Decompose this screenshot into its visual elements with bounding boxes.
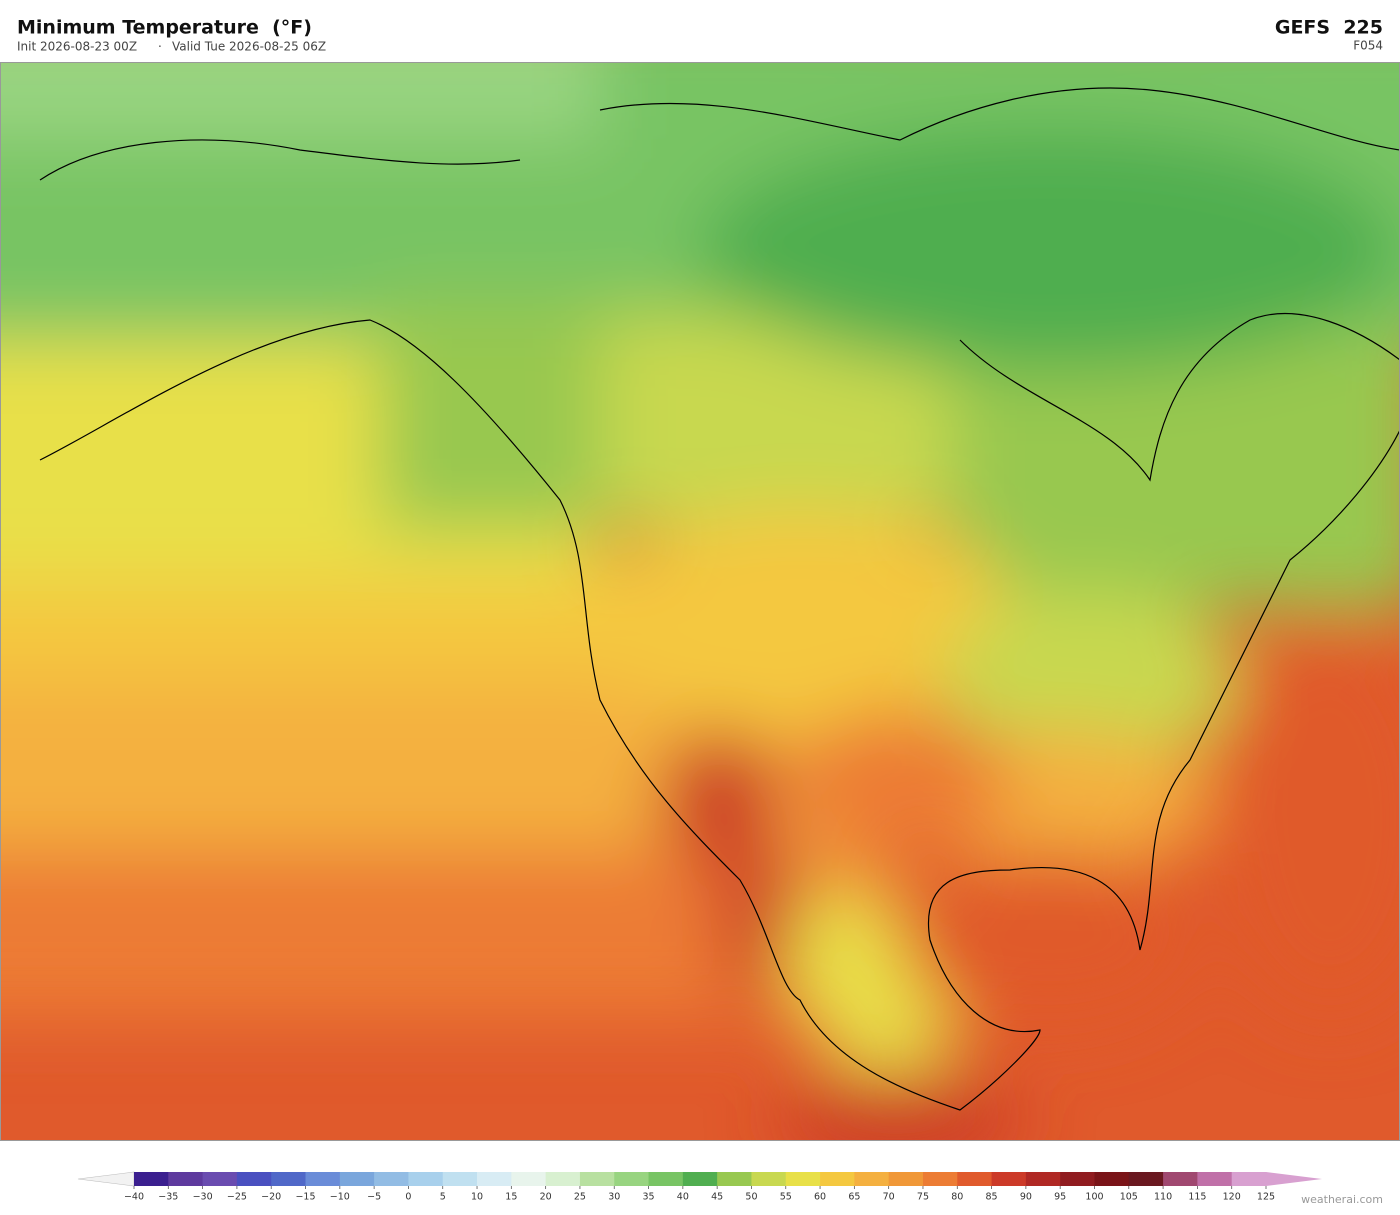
colorbar-tick-label: 80 [951, 1192, 963, 1203]
colorbar-segment [1094, 1172, 1130, 1186]
colorbar-segment [408, 1172, 444, 1186]
colorbar-tick-label: −10 [330, 1192, 350, 1203]
colorbar-segment [922, 1172, 958, 1186]
colorbar-tick-label: 55 [780, 1192, 792, 1203]
colorbar-segment [1197, 1172, 1233, 1186]
colorbar-tick-label: 110 [1154, 1192, 1172, 1203]
colorbar-tick-label: 60 [814, 1192, 826, 1203]
colorbar-segment [888, 1172, 924, 1186]
colorbar-over-triangle [1266, 1172, 1322, 1186]
credit: weatherai.com [1301, 1193, 1383, 1206]
map-title: Minimum Temperature (°F) [17, 17, 312, 39]
colorbar-tick-label: −25 [227, 1192, 247, 1203]
colorbar-segment [648, 1172, 684, 1186]
colorbar-segment [134, 1172, 169, 1186]
coastline [39, 87, 1400, 1111]
colorbar-tick-label: 0 [405, 1192, 411, 1203]
colorbar-segment [271, 1172, 307, 1186]
temperature-field [0, 62, 1400, 1140]
colorbar-segment [991, 1172, 1027, 1186]
field-shading [0, 62, 1400, 1140]
colorbar-segment [1025, 1172, 1061, 1186]
colorbar-tick-label: −35 [158, 1192, 178, 1203]
colorbar-segment [717, 1172, 752, 1186]
forecast-hour: F054 [1353, 39, 1383, 53]
colorbar-tick-label: 75 [917, 1192, 929, 1203]
colorbar-segment [751, 1172, 787, 1186]
colorbar: −40 −35 −30 −25 −20 −15 −10 −5 0 5 10 15 20 25 30 35 40 4… [77, 1171, 1322, 1203]
colorbar-tick-label: 90 [1020, 1192, 1032, 1203]
colorbar-tick-label: 70 [883, 1192, 895, 1203]
colorbar-tick-label: 115 [1188, 1192, 1206, 1203]
colorbar-segment [957, 1172, 993, 1186]
colorbar-tick-label: 25 [574, 1192, 586, 1203]
colorbar-segment [442, 1172, 478, 1186]
colorbar-tick-label: −15 [295, 1192, 315, 1203]
colorbar-segment [785, 1172, 821, 1186]
colorbar-tick-label: 5 [440, 1192, 446, 1203]
colorbar-segment [1231, 1172, 1267, 1186]
colorbar-under-triangle [77, 1171, 135, 1187]
colorbar-tick-label: 40 [677, 1192, 689, 1203]
colorbar-tick-label: 20 [540, 1192, 552, 1203]
colorbar-segment [168, 1172, 204, 1186]
colorbar-tick-label: −30 [193, 1192, 213, 1203]
colorbar-tick-label: 50 [745, 1192, 757, 1203]
colorbar-tick-label: −20 [261, 1192, 281, 1203]
colorbar-tick-label: 15 [505, 1192, 517, 1203]
colorbar-tick-label: 10 [471, 1192, 483, 1203]
colorbar-segment [854, 1172, 890, 1186]
colorbar-tick-label: 30 [608, 1192, 620, 1203]
colorbar-segment [682, 1172, 718, 1186]
colorbar-tick-label: 35 [642, 1192, 654, 1203]
colorbar-segment [339, 1172, 375, 1186]
colorbar-segment [614, 1172, 650, 1186]
init-time: Init 2026-08-23 00Z [17, 40, 137, 54]
separator: · [158, 40, 162, 54]
colorbar-tick-label: 120 [1223, 1192, 1241, 1203]
valid-time: Valid Tue 2026-08-25 06Z [172, 40, 326, 54]
colorbar-tick-label: 65 [848, 1192, 860, 1203]
colorbar-tick-label: 95 [1054, 1192, 1066, 1203]
colorbar-tick-label: 85 [986, 1192, 998, 1203]
colorbar-segment [1060, 1172, 1095, 1186]
colorbar-tick-label: 45 [711, 1192, 723, 1203]
colorbar-segment [511, 1172, 547, 1186]
colorbar-segment [820, 1172, 855, 1186]
colorbar-segment [202, 1172, 238, 1186]
model-name: GEFS 225 [1275, 17, 1383, 39]
colorbar-segment [1163, 1172, 1198, 1186]
colorbar-segment [1128, 1172, 1164, 1186]
colorbar-segment [545, 1172, 581, 1186]
colorbar-segment [305, 1172, 341, 1186]
colorbar-tick-label: 125 [1257, 1192, 1275, 1203]
colorbar-segment [477, 1172, 512, 1186]
colorbar-tick-label: 100 [1085, 1192, 1103, 1203]
colorbar-segment [579, 1172, 615, 1186]
colorbar-tick-label: −40 [124, 1192, 144, 1203]
colorbar-tick-label: −5 [367, 1192, 381, 1203]
colorbar-segment [236, 1172, 272, 1186]
colorbar-segment [374, 1172, 409, 1186]
colorbar-tick-label: 105 [1120, 1192, 1138, 1203]
